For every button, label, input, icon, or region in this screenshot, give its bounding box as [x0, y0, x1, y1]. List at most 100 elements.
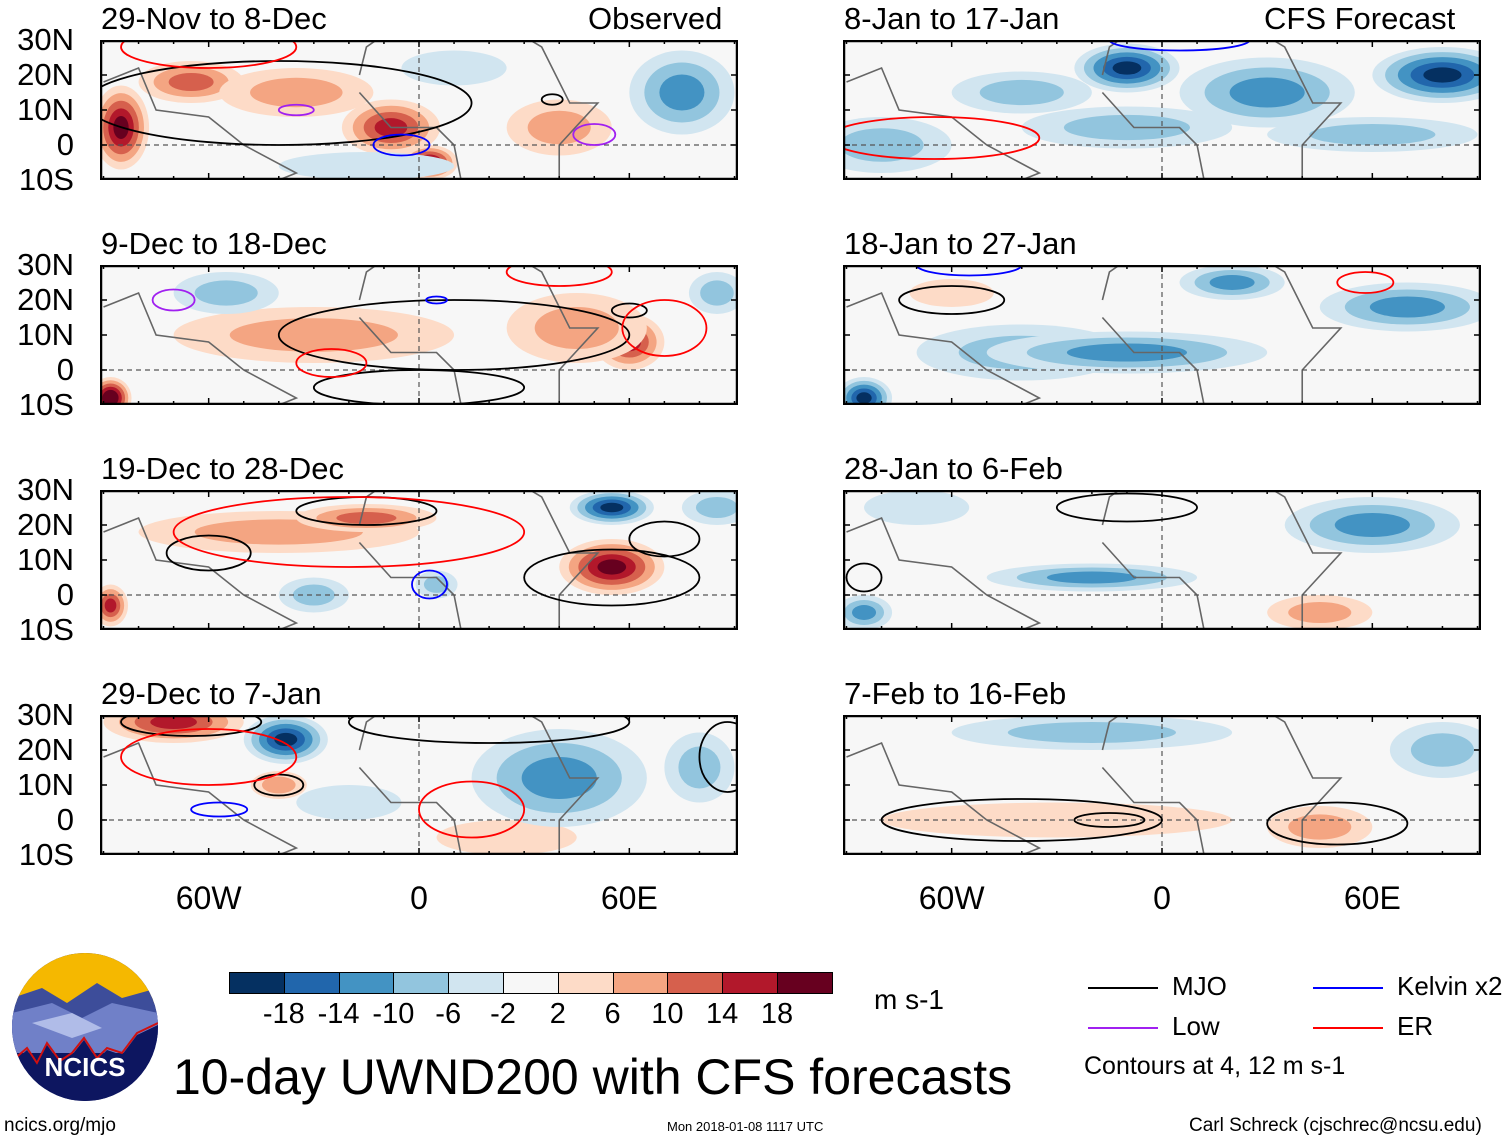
- lat-tick-label: 20N: [17, 507, 74, 542]
- lat-tick-label: 0: [56, 577, 74, 612]
- wind-anomaly-shading: [659, 74, 705, 111]
- mjo-contour: [165, 534, 252, 572]
- colorbar-label: -18: [262, 998, 305, 1030]
- wind-anomaly-shading: [194, 280, 258, 306]
- kelvin-contour: [1108, 40, 1251, 52]
- wind-anomaly-shading: [700, 280, 734, 306]
- mjo-contour: [100, 60, 473, 146]
- colorbar-label: -10: [372, 998, 415, 1030]
- lat-tick-label: 10N: [17, 767, 74, 802]
- coastline: [846, 741, 1042, 855]
- lon-tick-label: 60E: [600, 880, 658, 916]
- lat-tick-label: 10S: [18, 837, 74, 872]
- wind-anomaly-shading: [1066, 343, 1188, 362]
- coastline: [846, 516, 1042, 630]
- coastline: [1101, 541, 1205, 630]
- legend-line-mjo: [1088, 987, 1158, 989]
- wind-anomaly-shading: [278, 152, 455, 180]
- colorbar-swatch: [612, 972, 669, 994]
- contour-note: Contours at 4, 12 m s-1: [1084, 1052, 1346, 1080]
- wind-anomaly-shading: [1334, 513, 1410, 537]
- er-contour: [120, 728, 298, 786]
- mjo-contour: [880, 798, 1163, 842]
- colorbar-label: -2: [490, 998, 516, 1030]
- panel-title: 29-Nov to 8-Dec: [101, 1, 327, 36]
- author-credit: Carl Schreck (cjschrec@ncsu.edu): [1189, 1115, 1482, 1136]
- ncics-logo: NCICS: [12, 953, 158, 1106]
- legend-label: ER: [1397, 1011, 1434, 1041]
- wind-anomaly-shading: [852, 605, 877, 620]
- colorbar-swatch: [229, 972, 285, 994]
- legend-label: MJO: [1172, 971, 1227, 1001]
- coastline: [1101, 766, 1205, 855]
- legend-line-er: [1313, 1027, 1383, 1029]
- wind-anomaly-shading: [250, 77, 343, 108]
- panel-title: 28-Jan to 6-Feb: [844, 451, 1063, 486]
- panel-title: 29-Dec to 7-Jan: [101, 676, 322, 711]
- wind-anomaly-shading: [423, 576, 450, 593]
- wind-anomaly-shading: [261, 776, 296, 794]
- lat-tick-label: 10N: [17, 542, 74, 577]
- map-panel: [100, 490, 738, 630]
- lon-tick-label: 60W: [918, 880, 985, 916]
- wind-anomaly-shading: [150, 715, 197, 729]
- wind-anomaly-shading: [1209, 275, 1255, 290]
- lon-tick-label: 60E: [1343, 880, 1401, 916]
- wind-anomaly-shading: [1288, 814, 1352, 840]
- wind-anomaly-shading: [979, 79, 1064, 106]
- lat-tick-label: 0: [56, 127, 74, 162]
- lat-tick-label: 30N: [17, 22, 74, 57]
- er-contour: [295, 348, 368, 378]
- panel-title: 19-Dec to 28-Dec: [101, 451, 344, 486]
- lat-tick-label: 0: [56, 802, 74, 837]
- wind-anomaly-shading: [292, 584, 335, 606]
- wind-anomaly-shading: [600, 502, 624, 513]
- wind-anomaly-shading: [909, 279, 994, 307]
- wind-anomaly-shading: [1046, 571, 1137, 584]
- units-label: m s-1: [874, 984, 944, 1015]
- lat-tick-label: 10S: [18, 387, 74, 422]
- kelvin-contour: [915, 265, 1023, 277]
- colorbar-label: 18: [760, 998, 794, 1030]
- site-link[interactable]: ncics.org/mjo: [4, 1115, 116, 1136]
- wind-anomaly-shading: [521, 757, 597, 799]
- wind-anomaly-shading: [678, 746, 721, 789]
- colorbar-swatch: [722, 972, 778, 994]
- legend-line-kelvin: [1313, 987, 1383, 989]
- panel-title: 9-Dec to 18-Dec: [101, 226, 327, 261]
- er-contour: [418, 780, 526, 839]
- kelvin-contour: [190, 801, 249, 818]
- map-panel: [843, 265, 1481, 405]
- wind-anomaly-shading: [1112, 61, 1142, 75]
- colorbar-swatch: [557, 972, 614, 994]
- wind-anomaly-shading: [856, 392, 872, 404]
- colorbar-swatch: [777, 972, 833, 994]
- map-panel: [843, 490, 1481, 630]
- wind-anomaly-shading: [1063, 114, 1191, 141]
- map-panel: [100, 265, 738, 405]
- lat-tick-label: 10N: [17, 317, 74, 352]
- panel-title: 18-Jan to 27-Jan: [844, 226, 1077, 261]
- map-panel: [100, 715, 738, 855]
- mjo-contour: [628, 520, 701, 558]
- colorbar-swatch: [667, 972, 724, 994]
- timestamp: Mon 2018-01-08 1117 UTC: [667, 1119, 824, 1134]
- wind-anomaly-shading: [527, 110, 591, 145]
- mjo-contour: [540, 93, 564, 106]
- legend-label: Kelvin x2: [1397, 971, 1503, 1001]
- coastline: [103, 516, 299, 630]
- colorbar-label: -6: [435, 998, 462, 1030]
- lat-tick-label: 20N: [17, 282, 74, 317]
- lat-tick-label: 30N: [17, 697, 74, 732]
- mjo-contour: [277, 299, 631, 371]
- kelvin-contour: [425, 295, 448, 305]
- wind-anomaly-shading: [864, 490, 970, 525]
- coastline: [103, 741, 299, 855]
- wind-anomaly-shading: [274, 732, 298, 747]
- figure-title: 10-day UWND200 with CFS forecasts: [173, 1049, 1013, 1105]
- wind-anomaly-shading: [1309, 124, 1436, 145]
- wind-anomaly-shading: [168, 73, 214, 91]
- mjo-contour: [610, 302, 648, 319]
- map-panel: [100, 40, 738, 180]
